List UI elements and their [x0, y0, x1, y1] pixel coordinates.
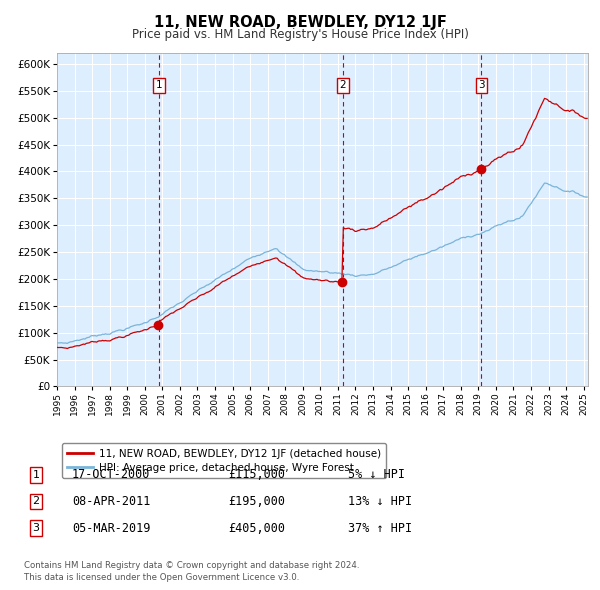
Text: Price paid vs. HM Land Registry's House Price Index (HPI): Price paid vs. HM Land Registry's House …: [131, 28, 469, 41]
Text: Contains HM Land Registry data © Crown copyright and database right 2024.: Contains HM Land Registry data © Crown c…: [24, 560, 359, 570]
Legend: 11, NEW ROAD, BEWDLEY, DY12 1JF (detached house), HPI: Average price, detached h: 11, NEW ROAD, BEWDLEY, DY12 1JF (detache…: [62, 443, 386, 478]
Text: 1: 1: [155, 80, 162, 90]
Text: 05-MAR-2019: 05-MAR-2019: [72, 522, 151, 535]
Text: £195,000: £195,000: [228, 495, 285, 508]
Text: 17-OCT-2000: 17-OCT-2000: [72, 468, 151, 481]
Text: 1: 1: [32, 470, 40, 480]
Text: 11, NEW ROAD, BEWDLEY, DY12 1JF: 11, NEW ROAD, BEWDLEY, DY12 1JF: [154, 15, 446, 30]
Text: 5% ↓ HPI: 5% ↓ HPI: [348, 468, 405, 481]
Text: 08-APR-2011: 08-APR-2011: [72, 495, 151, 508]
Text: This data is licensed under the Open Government Licence v3.0.: This data is licensed under the Open Gov…: [24, 572, 299, 582]
Text: 37% ↑ HPI: 37% ↑ HPI: [348, 522, 412, 535]
Text: £115,000: £115,000: [228, 468, 285, 481]
Text: 3: 3: [32, 523, 40, 533]
Text: 2: 2: [32, 497, 40, 506]
Text: 13% ↓ HPI: 13% ↓ HPI: [348, 495, 412, 508]
Text: 2: 2: [339, 80, 346, 90]
Text: £405,000: £405,000: [228, 522, 285, 535]
Text: 3: 3: [478, 80, 485, 90]
